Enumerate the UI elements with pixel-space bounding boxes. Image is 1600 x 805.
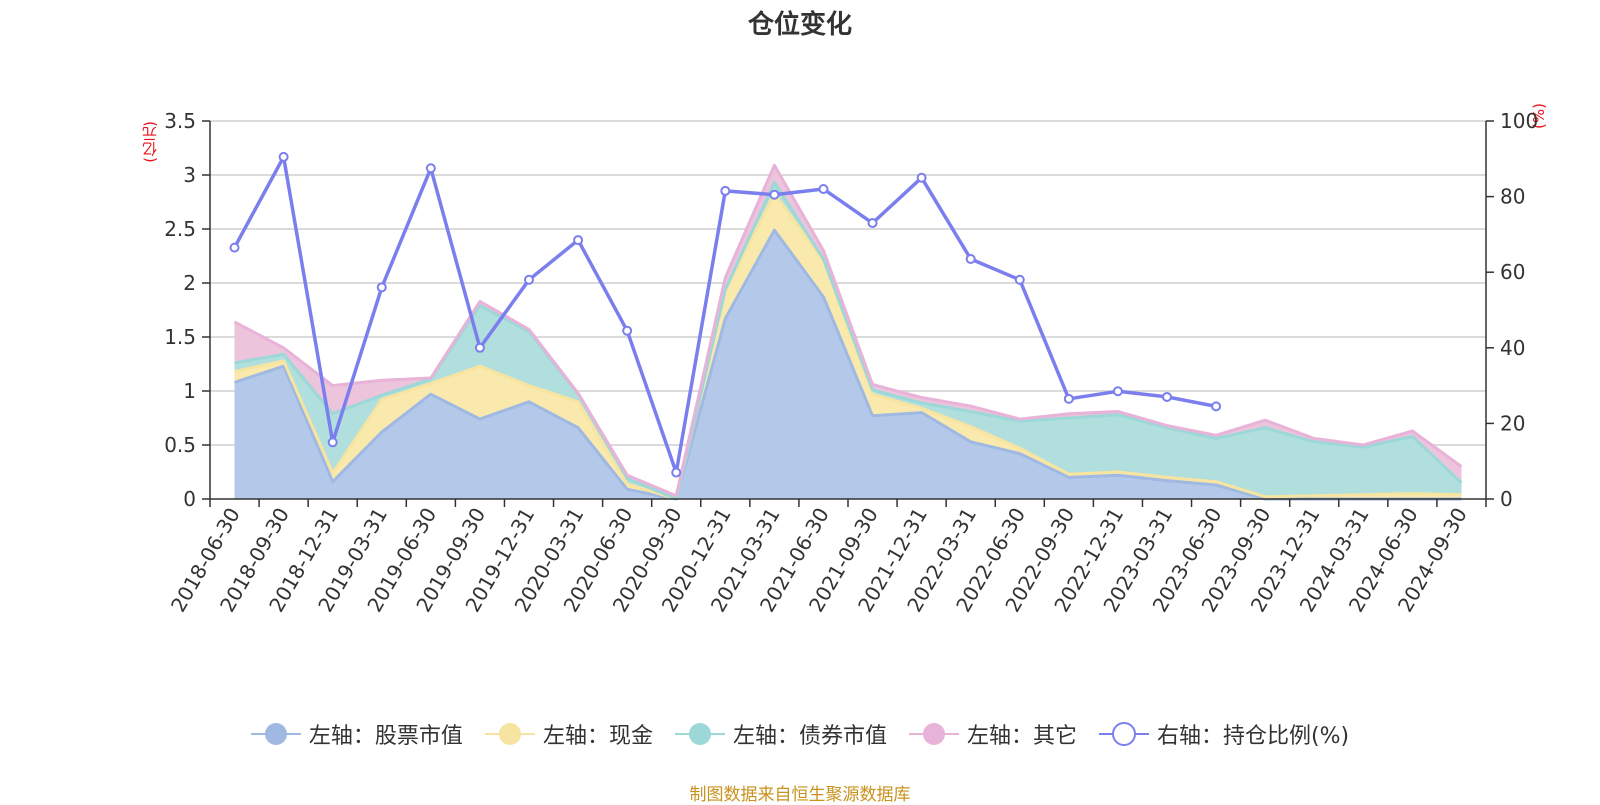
area-fill (234, 182, 1462, 499)
right-axis-tick-label: 20 (1500, 411, 1525, 435)
ratio-point (1063, 393, 1074, 404)
legend-label-stock: 左轴：股票市值 (308, 724, 463, 749)
stacked-areas (233, 163, 1463, 501)
right-axis-tick-label: 60 (1500, 260, 1525, 284)
chart-title: 仓位变化 (747, 10, 852, 40)
legend-marker-bond-icon (674, 723, 725, 745)
ratio-point (965, 253, 976, 264)
legend-label-ratio: 右轴：持仓比例(%) (1156, 724, 1350, 749)
right-axis-tick-label: 80 (1500, 185, 1525, 209)
ratio-point (327, 437, 338, 448)
left-axis-tick-label: 2 (183, 271, 196, 295)
ratio-point (769, 189, 780, 200)
ratio-point (622, 325, 633, 336)
ratio-point (474, 342, 485, 353)
ratio-point (376, 282, 387, 293)
right-axis-tick-label: 100 (1500, 109, 1538, 133)
right-axis-tick-label: 40 (1500, 336, 1525, 360)
ratio-point (916, 172, 927, 183)
ratio-point (1112, 386, 1123, 397)
position-chart: 00.511.522.533.50204060801002018-06-3020… (164, 109, 1538, 616)
ratio-point (573, 235, 584, 246)
ratio-point (524, 274, 534, 285)
legend-label-bond: 左轴：债券市值 (732, 724, 887, 749)
legend-marker-ratio-icon (1098, 722, 1149, 746)
left-axis-tick-label: 1.5 (164, 325, 196, 349)
left-axis-tick-label: 2.5 (164, 217, 196, 241)
ratio-point (425, 163, 436, 174)
legend-item-bond[interactable]: 左轴：债券市值 (674, 718, 887, 750)
data-source-note: 制图数据来自恒生聚源数据库 (689, 785, 911, 805)
area-edge-line (233, 163, 1463, 498)
ratio-point (278, 151, 289, 162)
legend-marker-cash-icon (484, 723, 535, 745)
ratio-point (818, 184, 829, 195)
legend-label-other: 左轴：其它 (966, 724, 1077, 749)
area-fill (234, 193, 1462, 499)
right-axis-tick-label: 0 (1500, 487, 1513, 511)
ratio-point (867, 218, 878, 229)
legend-marker-stock-icon (250, 723, 301, 745)
legend-item-cash[interactable]: 左轴：现金 (484, 718, 653, 750)
left-axis-tick-label: 1 (183, 379, 196, 403)
legend-item-stock[interactable]: 左轴：股票市值 (250, 718, 463, 750)
legend-marker-other-icon (908, 723, 959, 745)
ratio-point (720, 185, 731, 196)
ratio-point (1162, 391, 1172, 402)
ratio-point (671, 467, 682, 478)
ratio-point (1211, 401, 1222, 412)
left-axis-tick-label: 3.5 (164, 109, 196, 133)
ratio-line (229, 151, 1222, 478)
legend-label-cash: 左轴：现金 (542, 724, 653, 749)
legend: 左轴：股票市值 左轴：现金 左轴：债券市值 左轴：其它 右轴：持仓比例(%) (0, 718, 1600, 750)
area-edge-line (234, 228, 1462, 501)
left-axis-tick-label: 3 (183, 163, 196, 187)
ratio-point (229, 242, 240, 253)
legend-item-other[interactable]: 左轴：其它 (908, 718, 1077, 750)
area-fill (234, 230, 1462, 499)
left-axis-tick-label: 0 (183, 487, 196, 511)
left-axis-tick-label: 0.5 (164, 433, 196, 457)
legend-item-ratio[interactable]: 右轴：持仓比例(%) (1098, 718, 1350, 750)
ratio-point (1014, 274, 1025, 285)
